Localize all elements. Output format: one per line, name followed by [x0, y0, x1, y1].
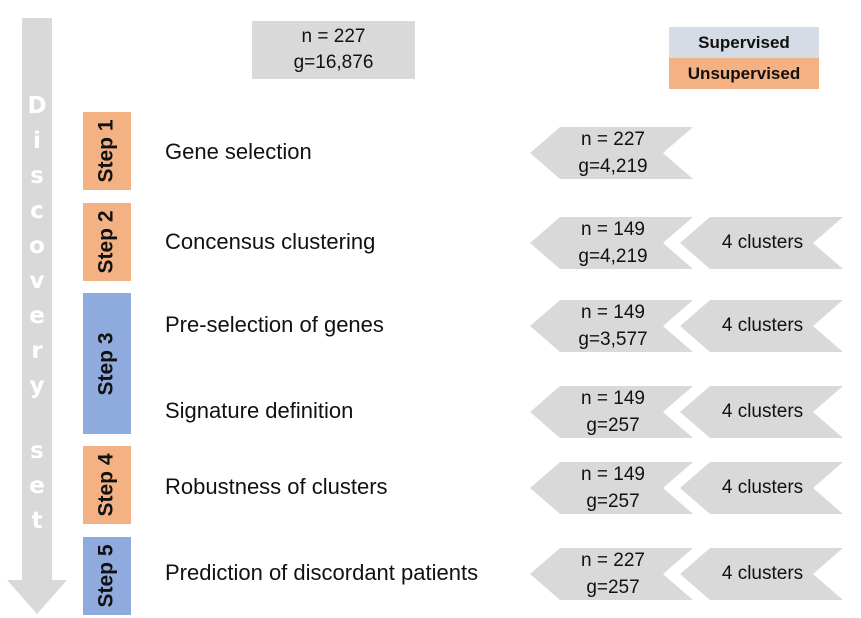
- discovery-arrow: [7, 18, 67, 614]
- discovery-letter: s: [30, 163, 44, 189]
- row-label: Prediction of discordant patients: [165, 560, 479, 585]
- discovery-letter: t: [31, 508, 43, 534]
- discovery-letter: D: [27, 93, 47, 119]
- clusters-chevron: [680, 300, 843, 352]
- legend-supervised: Supervised: [669, 27, 819, 58]
- gene-count: g=257: [586, 577, 640, 598]
- sample-gene-count: n = 227 g=257: [548, 548, 678, 600]
- legend-unsupervised: Unsupervised: [669, 58, 819, 89]
- sample-count: n = 227: [581, 550, 645, 571]
- cluster-count: 4 clusters: [721, 401, 804, 422]
- row-label: Pre-selection of genes: [165, 312, 384, 337]
- sample-gene-chevron: [530, 386, 693, 438]
- gene-count: g=4,219: [578, 156, 648, 177]
- row-label: Robustness of clusters: [165, 474, 388, 499]
- step-1-label: Step 1: [95, 119, 118, 183]
- step-3-label: Step 3: [95, 331, 118, 396]
- sample-gene-count: n = 149 g=257: [548, 386, 678, 438]
- clusters-chevron: [680, 217, 843, 269]
- sample-gene-count: n = 149 g=4,219: [548, 217, 678, 269]
- discovery-letter: s: [30, 438, 44, 464]
- step-4-box: Step 4: [83, 446, 131, 524]
- row-label: Gene selection: [165, 139, 312, 164]
- dataset-g: g=16,876: [293, 52, 374, 73]
- cluster-count: 4 clusters: [721, 232, 804, 253]
- step-2-box: Step 2: [83, 203, 131, 281]
- sample-gene-chevron: [530, 127, 693, 179]
- row-label: Concensus clustering: [165, 229, 376, 254]
- step-4-label: Step 4: [95, 453, 118, 517]
- gene-count: g=257: [586, 415, 640, 436]
- sample-gene-count: n = 149 g=257: [548, 462, 678, 514]
- sample-gene-chevron: [530, 462, 693, 514]
- cluster-count: 4 clusters: [721, 477, 804, 498]
- row-label: Signature definition: [165, 398, 354, 423]
- step-1-box: Step 1: [83, 112, 131, 190]
- discovery-letter: c: [30, 198, 44, 224]
- discovery-letter: v: [29, 268, 45, 294]
- sample-gene-count: n = 149 g=3,577: [548, 300, 678, 352]
- sample-count: n = 149: [581, 302, 645, 323]
- sample-count: n = 149: [581, 219, 645, 240]
- sample-count: n = 149: [581, 388, 645, 409]
- clusters-chevron: [680, 462, 843, 514]
- legend: Supervised Unsupervised: [669, 27, 819, 89]
- cluster-count: 4 clusters: [721, 563, 804, 584]
- step-2-label: Step 2: [95, 210, 118, 274]
- step-3-box: Step 3: [83, 293, 131, 434]
- step-5-box: Step 5: [83, 537, 131, 615]
- sample-gene-chevron: [530, 300, 693, 352]
- sample-count: n = 227: [581, 129, 645, 150]
- discovery-letter: i: [33, 128, 41, 154]
- discovery-letter: o: [29, 233, 45, 259]
- cluster-count: 4 clusters: [721, 315, 804, 336]
- clusters-chevron: [680, 548, 843, 600]
- dataset-n: n = 227: [301, 26, 366, 47]
- step-5-label: Step 5: [95, 544, 118, 608]
- gene-count: g=257: [586, 491, 640, 512]
- discovery-letter: y: [29, 373, 45, 399]
- discovery-letter: e: [29, 473, 45, 499]
- sample-gene-count: n = 227 g=4,219: [548, 127, 678, 179]
- sample-gene-chevron: [530, 548, 693, 600]
- gene-count: g=3,577: [578, 329, 648, 350]
- sample-gene-chevron: [530, 217, 693, 269]
- sample-count: n = 149: [581, 464, 645, 485]
- gene-count: g=4,219: [578, 246, 648, 267]
- discovery-letter: e: [29, 303, 45, 329]
- discovery-letter: r: [31, 338, 43, 364]
- dataset-box: n = 227 g=16,876: [252, 21, 415, 79]
- clusters-chevron: [680, 386, 843, 438]
